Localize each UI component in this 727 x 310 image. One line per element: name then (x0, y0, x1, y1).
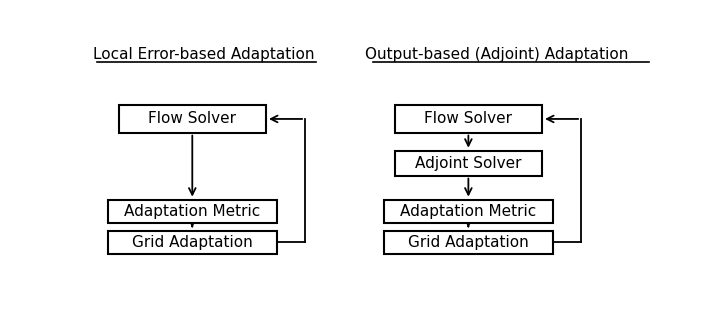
Text: Adjoint Solver: Adjoint Solver (415, 156, 521, 171)
FancyBboxPatch shape (384, 200, 553, 224)
Text: Grid Adaptation: Grid Adaptation (132, 235, 253, 250)
FancyBboxPatch shape (395, 105, 542, 133)
Text: Local Error-based Adaptation: Local Error-based Adaptation (93, 47, 314, 62)
Text: Flow Solver: Flow Solver (148, 112, 236, 126)
FancyBboxPatch shape (395, 151, 542, 176)
FancyBboxPatch shape (384, 231, 553, 255)
FancyBboxPatch shape (108, 231, 277, 255)
Text: Flow Solver: Flow Solver (425, 112, 513, 126)
Text: Grid Adaptation: Grid Adaptation (408, 235, 529, 250)
FancyBboxPatch shape (119, 105, 265, 133)
Text: Adaptation Metric: Adaptation Metric (401, 204, 537, 219)
Text: Output-based (Adjoint) Adaptation: Output-based (Adjoint) Adaptation (365, 47, 628, 62)
FancyBboxPatch shape (108, 200, 277, 224)
Text: Adaptation Metric: Adaptation Metric (124, 204, 260, 219)
